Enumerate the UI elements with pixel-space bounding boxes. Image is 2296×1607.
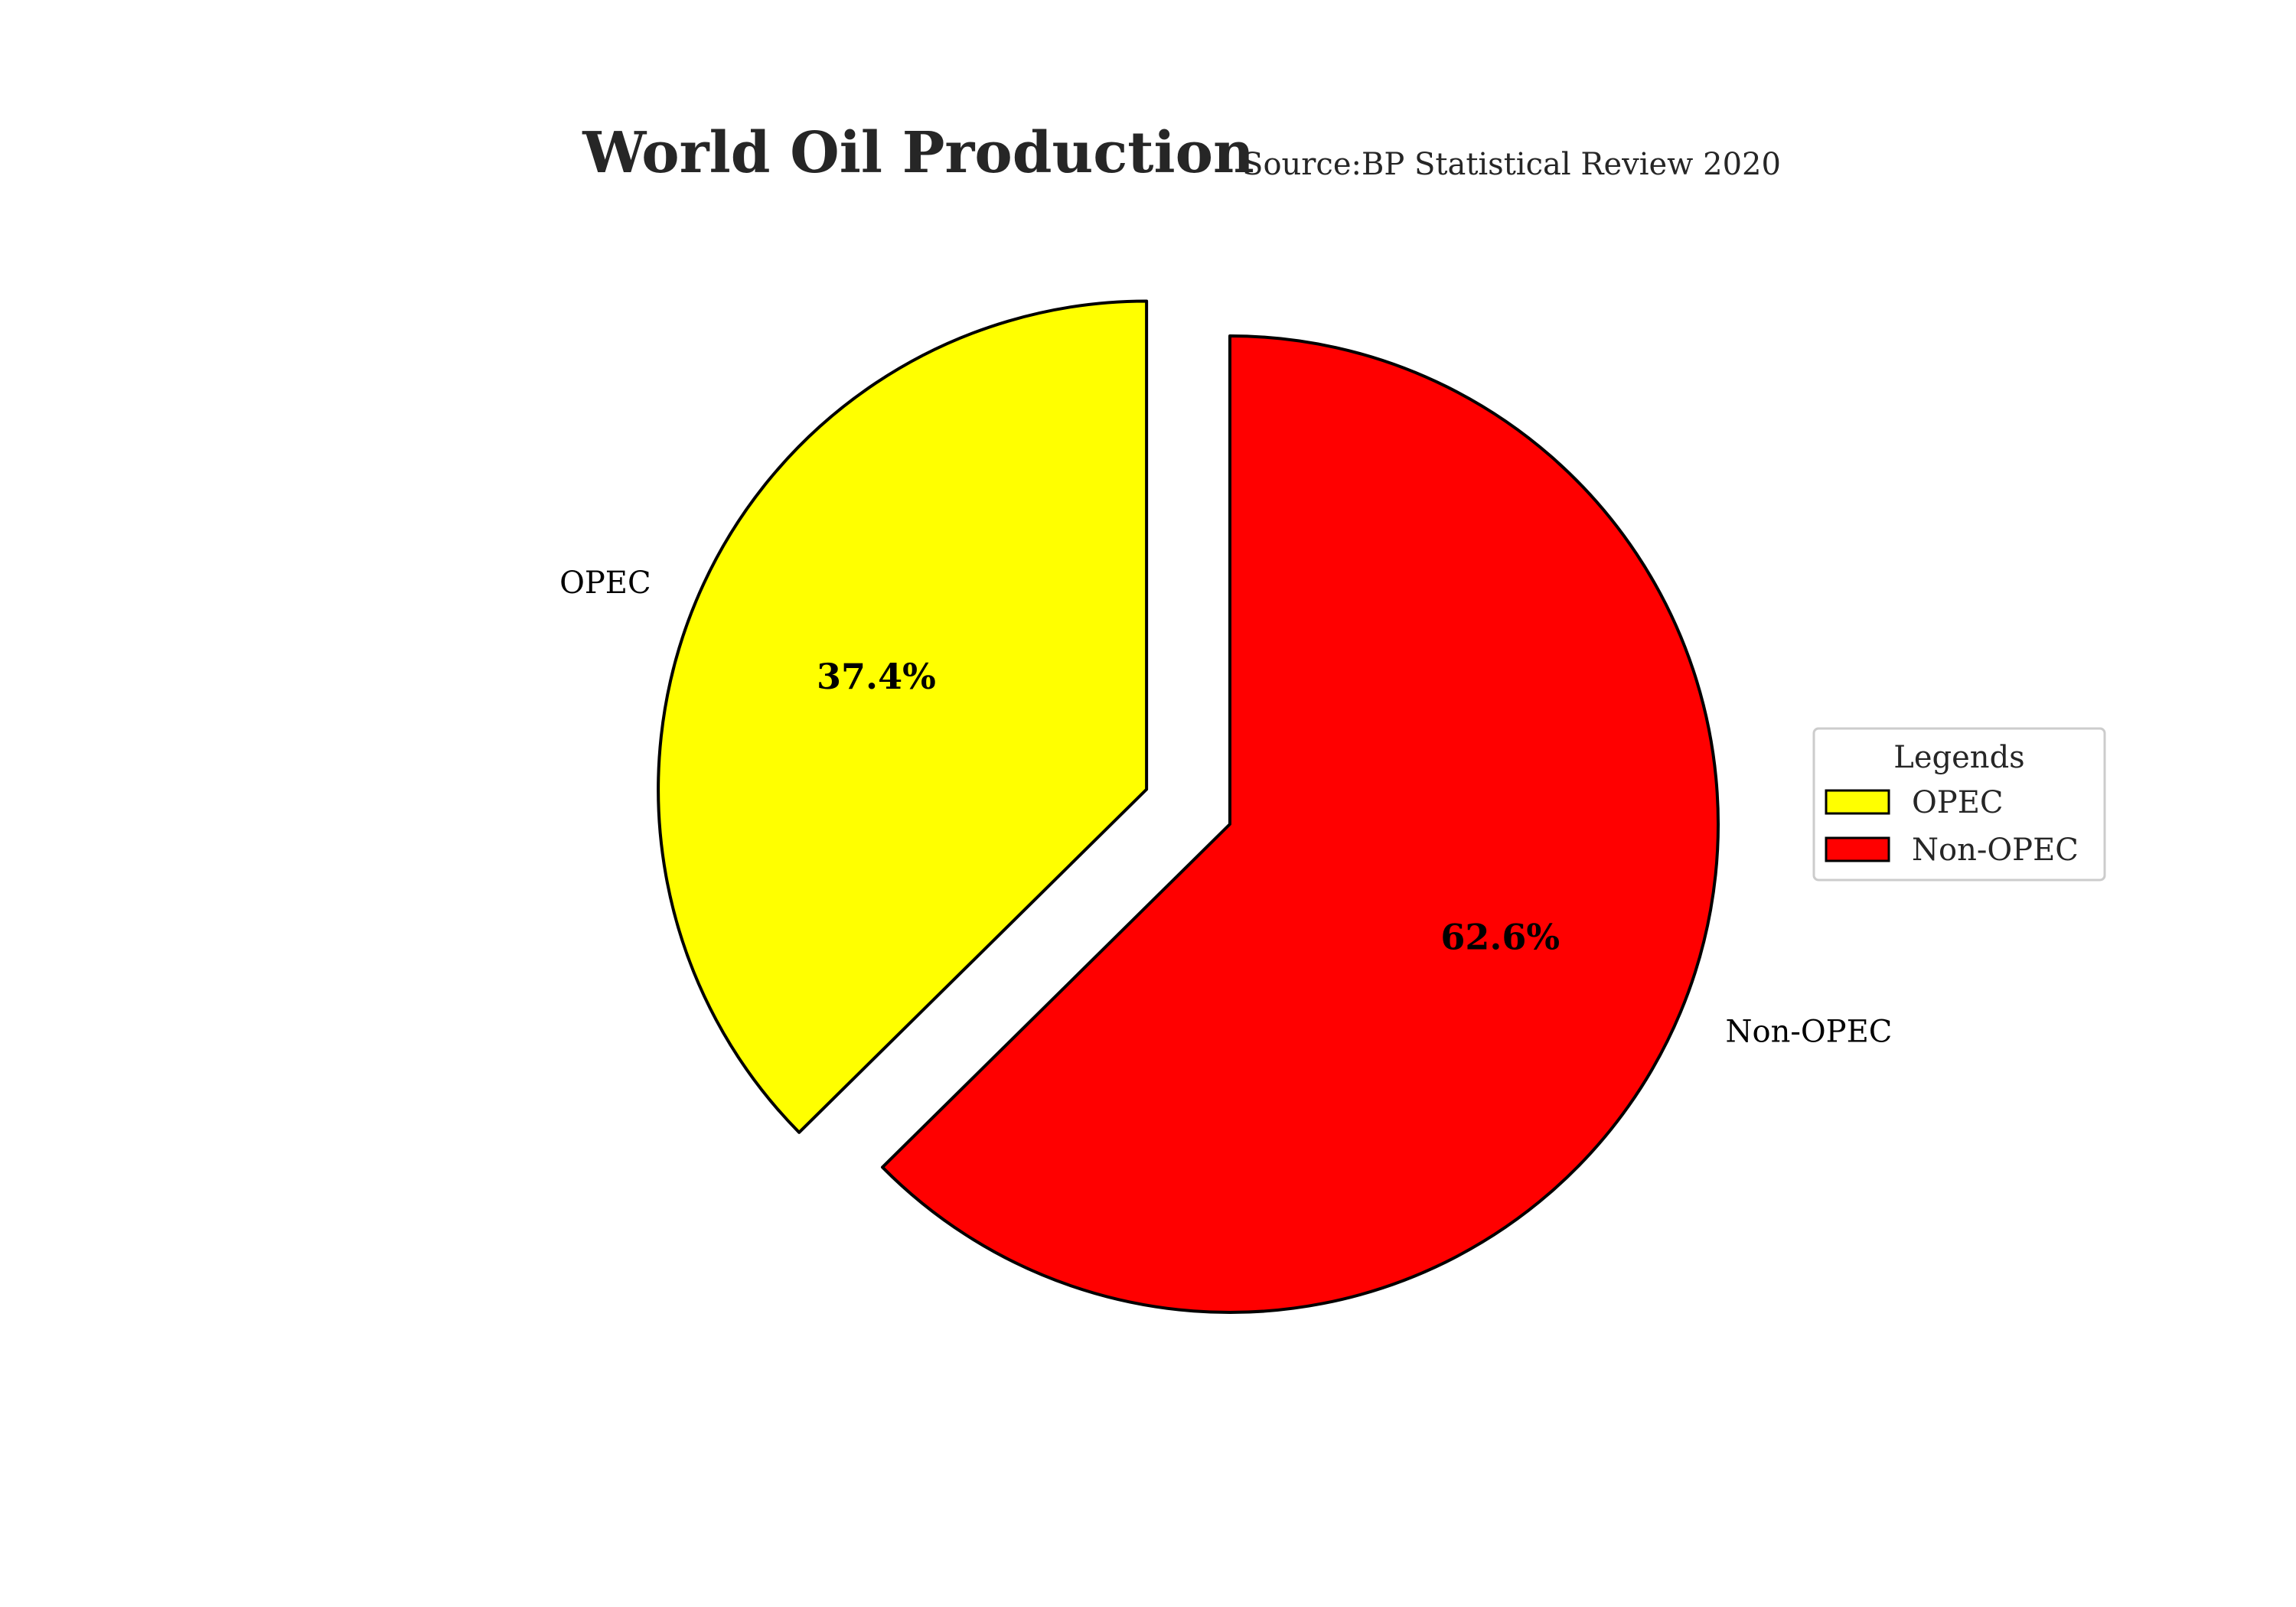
chart-title: World Oil Production [582,120,1254,186]
legend-swatch-opec [1825,789,1890,815]
legend-entries: OPEC Non-OPEC [1825,785,2079,868]
legend: Legends OPEC Non-OPEC [1812,727,2106,882]
pct-label-non-opec: 62.6% [1440,917,1560,958]
slice-label-non-opec: Non-OPEC [1726,1015,1893,1050]
pie-labels: 37.4% OPEC 62.6% Non-OPEC [559,566,1892,1050]
legend-label-opec: OPEC [1912,785,2004,820]
pie-slices [657,299,1720,1314]
legend-title: Legends [1893,740,2024,775]
slice-label-opec: OPEC [559,566,651,601]
pie-slice-non-opec [881,334,1720,1314]
pct-label-opec: 37.4% [817,656,936,697]
chart-subtitle: Source:BP Statistical Review 2020 [1242,147,1781,182]
legend-swatch-non-opec [1825,836,1890,862]
legend-label-non-opec: Non-OPEC [1912,833,2079,868]
pie-slice-opec [657,299,1149,1134]
